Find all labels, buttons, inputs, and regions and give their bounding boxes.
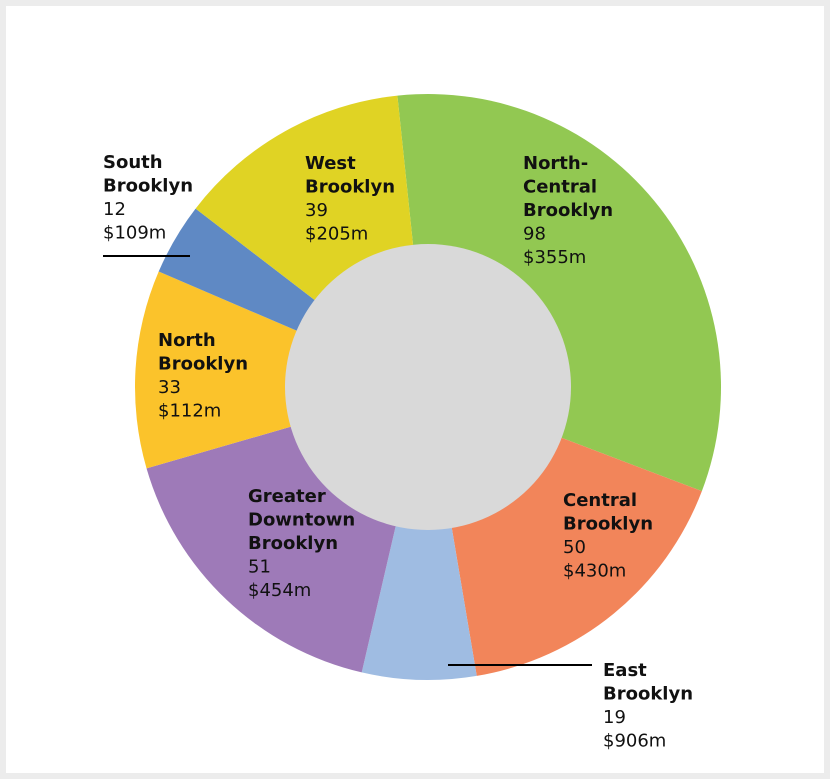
slice-label-count: 39 — [305, 200, 328, 221]
slice-label: West Brooklyn 39 $205m — [305, 153, 395, 245]
slice-label-name: Brooklyn — [563, 514, 653, 535]
slice-label-name: Central — [563, 490, 637, 511]
slice-label-name: North — [158, 330, 216, 351]
slice-label-count: 33 — [158, 377, 181, 398]
slice-label: Central Brooklyn 50 $430m — [563, 490, 653, 582]
slice-label-name: Brooklyn — [103, 176, 193, 197]
slice-label-count: 19 — [603, 707, 626, 728]
slice-label-count: 51 — [248, 557, 271, 578]
slice-label-name: Brooklyn — [158, 354, 248, 375]
slice-label-amount: $112m — [158, 401, 221, 422]
slice-north-brooklyn — [135, 271, 429, 469]
slice-label-name: Brooklyn — [305, 177, 395, 198]
slice-label-name: Greater — [248, 486, 326, 507]
slice-label-name: Central — [523, 177, 597, 198]
slice-label: North Brooklyn 33 $112m — [158, 330, 248, 422]
slice-label-name: Downtown — [248, 510, 355, 531]
slice-label-amount: $205m — [305, 224, 368, 245]
slice-label: Greater Downtown Brooklyn 51 $454m — [248, 486, 355, 601]
slice-label-name: South — [103, 152, 163, 173]
slice-label-amount: $454m — [248, 580, 311, 601]
slice-label-amount: $430m — [563, 561, 626, 582]
slice-label-count: 50 — [563, 537, 586, 558]
slice-label-name: Brooklyn — [523, 200, 613, 221]
slice-label: North- Central Brooklyn 98 $355m — [523, 153, 613, 268]
slice-east-brooklyn — [361, 387, 477, 681]
slice-label-name: North- — [523, 153, 588, 174]
slice-label-name: East — [603, 660, 647, 681]
slice-label-amount: $906m — [603, 731, 666, 752]
leader-lines — [103, 255, 592, 666]
slice-label-name: Brooklyn — [248, 533, 338, 554]
slice-label: East Brooklyn 19 $906m — [603, 660, 693, 752]
slice-label: South Brooklyn 12 $109m — [103, 152, 193, 244]
slice-label-name: West — [305, 153, 356, 174]
donut-center — [285, 244, 571, 530]
slice-label-amount: $109m — [103, 223, 166, 244]
slice-label-count: 98 — [523, 224, 546, 245]
slice-label-count: 12 — [103, 199, 126, 220]
slice-label-amount: $355m — [523, 247, 586, 268]
slice-label-name: Brooklyn — [603, 684, 693, 705]
